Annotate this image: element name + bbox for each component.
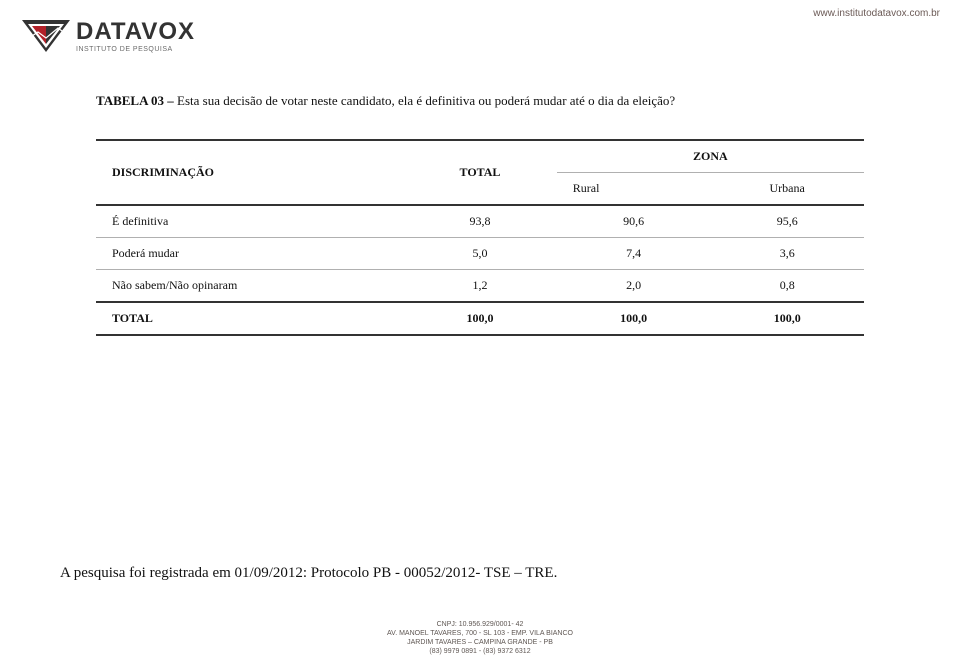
foot-total: 100,0 [403,302,557,335]
data-table: DISCRIMINAÇÃO TOTAL ZONA Rural Urbana É … [96,139,864,336]
cell-rural: 2,0 [557,270,711,303]
table-row: Poderá mudar 5,0 7,4 3,6 [96,238,864,270]
cell-rural: 90,6 [557,205,711,238]
footer-block: CNPJ: 10.956.929/0001- 42 AV. MANOEL TAV… [387,620,573,656]
footer-line: JARDIM TAVARES – CAMPINA GRANDE - PB [387,638,573,647]
table-title: TABELA 03 – Esta sua decisão de votar ne… [96,93,864,109]
col-header-disc: DISCRIMINAÇÃO [96,140,403,205]
logo: DATAVOX INSTITUTO DE PESQUISA [22,20,195,62]
footer-line: CNPJ: 10.956.929/0001- 42 [387,620,573,629]
cell-urbana: 95,6 [710,205,864,238]
foot-rural: 100,0 [557,302,711,335]
cell-rural: 7,4 [557,238,711,270]
table-row: É definitiva 93,8 90,6 95,6 [96,205,864,238]
logo-name: DATAVOX [76,20,195,44]
table-title-body: Esta sua decisão de votar neste candidat… [177,93,675,108]
cell-total: 5,0 [403,238,557,270]
footer-line: (83) 9979 0891 - (83) 9372 6312 [387,647,573,656]
foot-urbana: 100,0 [710,302,864,335]
table-foot-row: TOTAL 100,0 100,0 100,0 [96,302,864,335]
header-url: www.institutodatavox.com.br [813,8,940,19]
table-row: Não sabem/Não opinaram 1,2 2,0 0,8 [96,270,864,303]
cell-label: Não sabem/Não opinaram [96,270,403,303]
col-header-urbana: Urbana [710,173,864,206]
table-title-prefix: TABELA 03 – [96,93,177,108]
logo-mark-icon [22,20,70,62]
footer-line: AV. MANOEL TAVARES, 700 - SL 103 - EMP. … [387,629,573,638]
cell-urbana: 3,6 [710,238,864,270]
col-header-total: TOTAL [403,140,557,205]
foot-label: TOTAL [96,302,403,335]
footnote: A pesquisa foi registrada em 01/09/2012:… [60,565,557,582]
cell-urbana: 0,8 [710,270,864,303]
cell-total: 93,8 [403,205,557,238]
logo-subtitle: INSTITUTO DE PESQUISA [76,46,195,53]
cell-total: 1,2 [403,270,557,303]
cell-label: Poderá mudar [96,238,403,270]
col-header-zona: ZONA [557,140,864,173]
cell-label: É definitiva [96,205,403,238]
col-header-rural: Rural [557,173,711,206]
content-area: TABELA 03 – Esta sua decisão de votar ne… [96,93,864,336]
